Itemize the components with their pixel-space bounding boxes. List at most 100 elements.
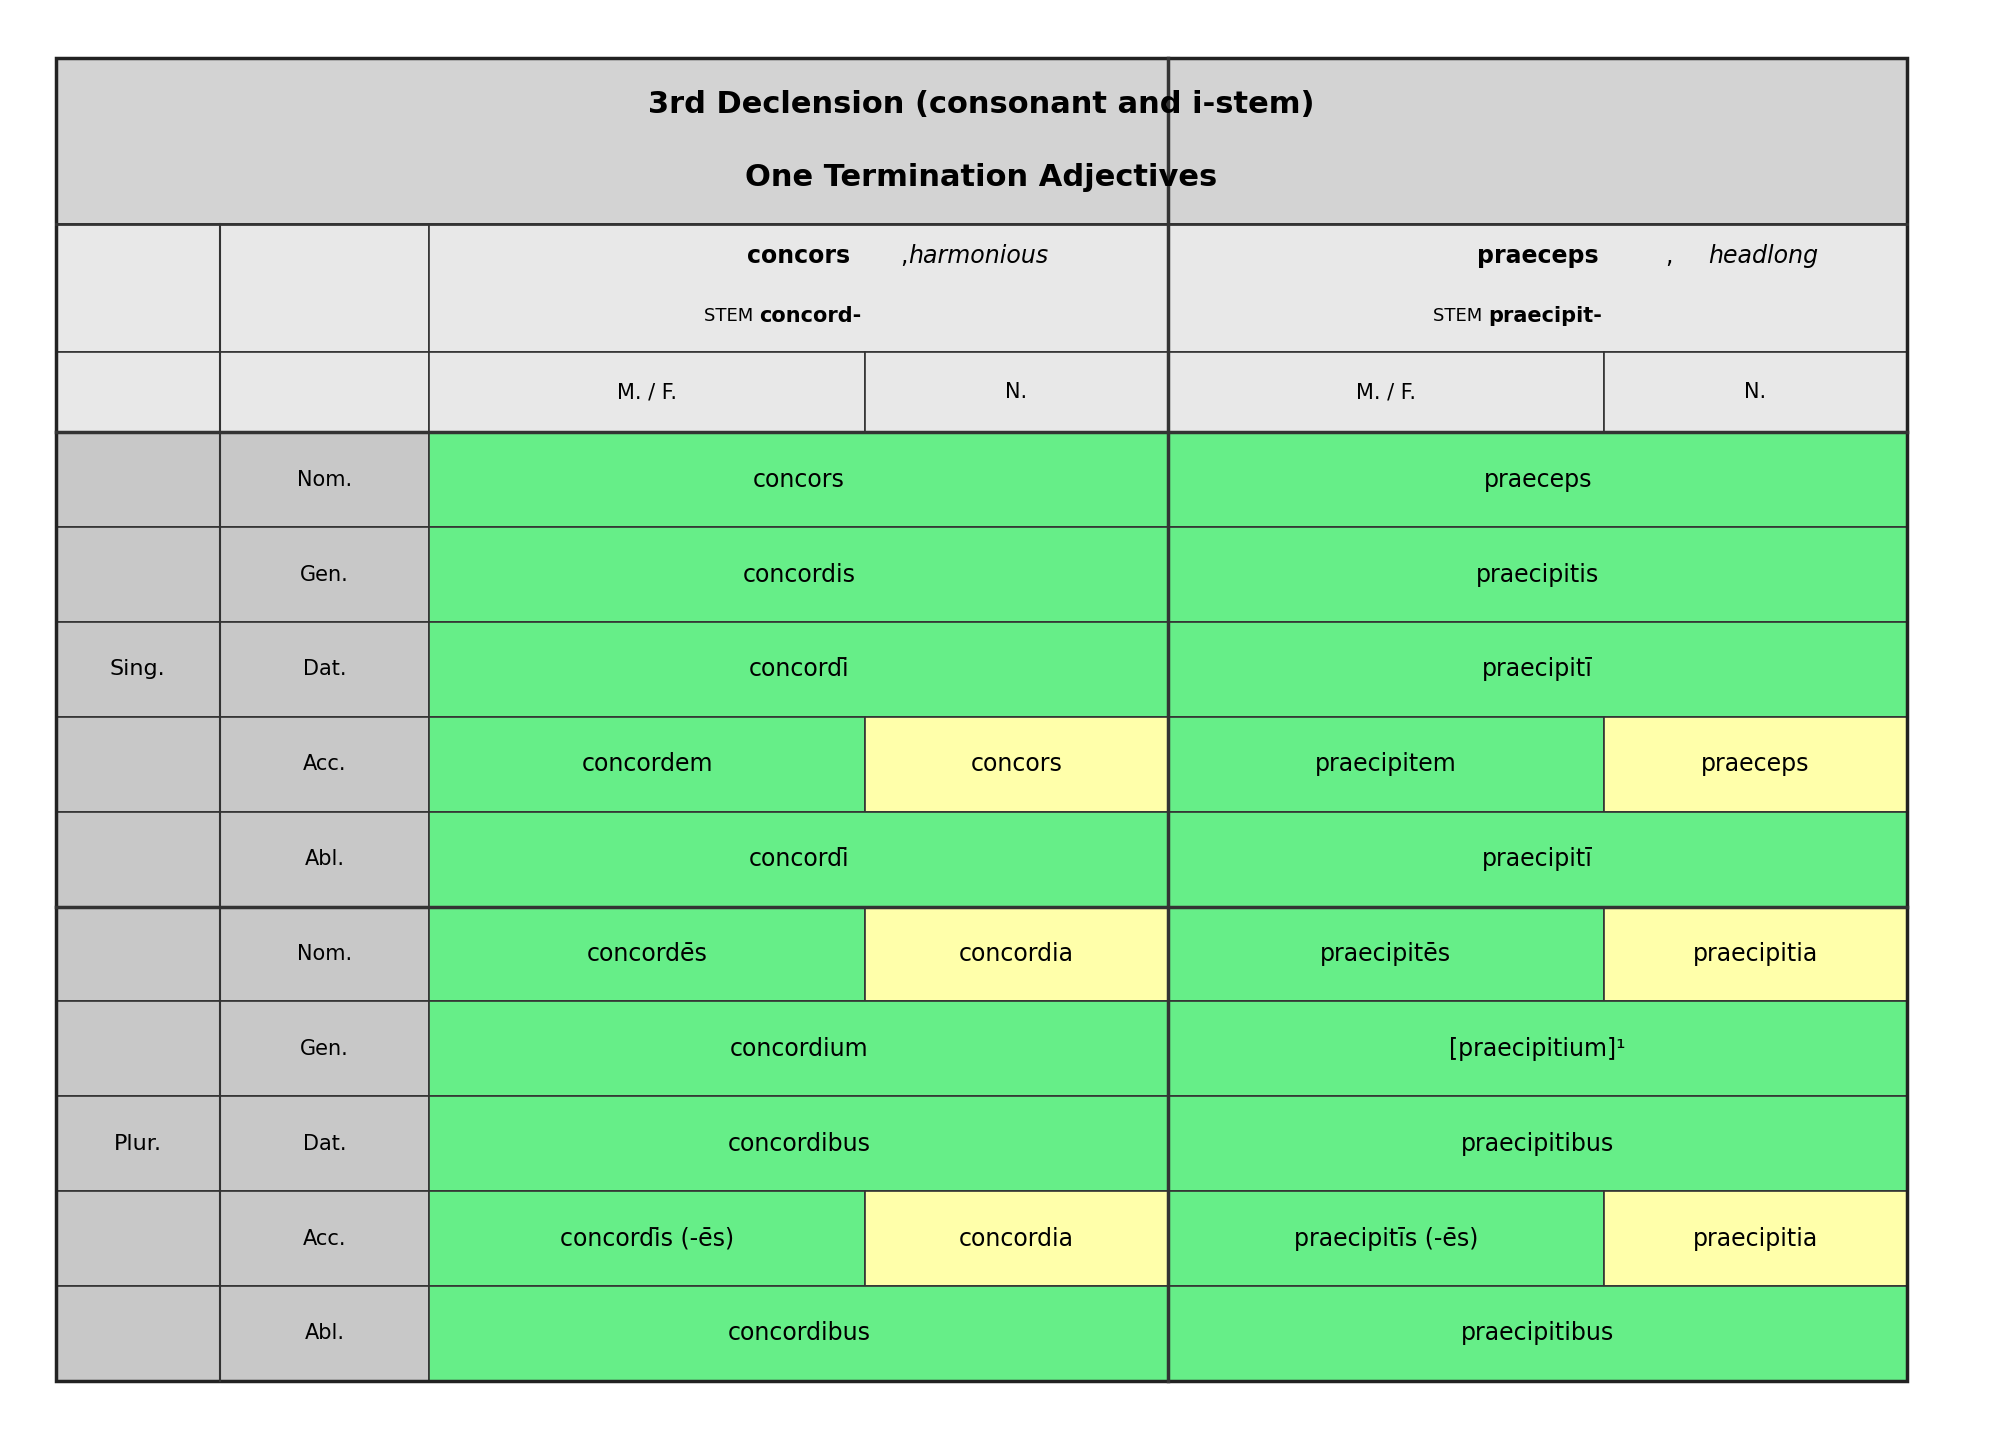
FancyBboxPatch shape — [220, 1002, 429, 1096]
Text: praecipitīs (-ēs): praecipitīs (-ēs) — [1294, 1226, 1478, 1251]
Text: concors: concors — [971, 753, 1062, 776]
Text: praecipitis: praecipitis — [1476, 562, 1600, 587]
FancyBboxPatch shape — [56, 527, 220, 622]
Text: Gen.: Gen. — [300, 565, 349, 585]
Text: praecipitēs: praecipitēs — [1320, 942, 1452, 966]
Text: N.: N. — [1004, 382, 1028, 402]
FancyBboxPatch shape — [220, 622, 429, 717]
Text: praecipitia: praecipitia — [1693, 942, 1817, 966]
Text: Abl.: Abl. — [304, 849, 345, 869]
FancyBboxPatch shape — [1168, 1096, 1907, 1191]
Text: 3rd Declension (consonant and i-stem): 3rd Declension (consonant and i-stem) — [649, 90, 1314, 119]
FancyBboxPatch shape — [56, 352, 429, 432]
Text: concors: concors — [747, 243, 851, 268]
FancyBboxPatch shape — [1168, 1191, 1604, 1286]
Text: M. / F.: M. / F. — [1356, 382, 1416, 402]
Text: concordēs: concordēs — [587, 942, 707, 966]
Text: concord-: concord- — [759, 306, 861, 326]
Text: praecipitī: praecipitī — [1482, 847, 1594, 871]
FancyBboxPatch shape — [429, 352, 865, 432]
Text: Sing.: Sing. — [110, 660, 166, 680]
FancyBboxPatch shape — [1168, 223, 1907, 352]
FancyBboxPatch shape — [429, 1002, 1168, 1096]
Text: praecipit-: praecipit- — [1488, 306, 1602, 326]
Text: concordī: concordī — [749, 847, 849, 871]
Text: concordibus: concordibus — [727, 1132, 871, 1156]
FancyBboxPatch shape — [220, 1191, 429, 1286]
Text: harmonious: harmonious — [909, 243, 1048, 268]
FancyBboxPatch shape — [1168, 352, 1604, 432]
Text: ,: , — [1665, 243, 1681, 268]
Text: Dat.: Dat. — [304, 1133, 345, 1153]
Text: concordia: concordia — [959, 1226, 1074, 1251]
FancyBboxPatch shape — [220, 527, 429, 622]
FancyBboxPatch shape — [56, 1286, 220, 1381]
FancyBboxPatch shape — [56, 432, 220, 527]
FancyBboxPatch shape — [865, 717, 1168, 811]
FancyBboxPatch shape — [429, 1191, 865, 1286]
Text: Nom.: Nom. — [298, 469, 351, 489]
FancyBboxPatch shape — [429, 811, 1168, 907]
FancyBboxPatch shape — [1168, 717, 1604, 811]
FancyBboxPatch shape — [1168, 1002, 1907, 1096]
FancyBboxPatch shape — [56, 717, 220, 811]
Text: [praecipitium]¹: [praecipitium]¹ — [1450, 1037, 1626, 1060]
Text: concordem: concordem — [581, 753, 713, 776]
FancyBboxPatch shape — [1168, 622, 1907, 717]
Text: N.: N. — [1743, 382, 1767, 402]
Text: M. / F.: M. / F. — [617, 382, 677, 402]
Text: headlong: headlong — [1707, 243, 1819, 268]
Text: praecipitibus: praecipitibus — [1462, 1132, 1614, 1156]
FancyBboxPatch shape — [1168, 907, 1604, 1002]
Text: praecipitem: praecipitem — [1316, 753, 1456, 776]
FancyBboxPatch shape — [56, 1002, 220, 1096]
FancyBboxPatch shape — [56, 811, 220, 907]
FancyBboxPatch shape — [220, 1096, 429, 1191]
FancyBboxPatch shape — [1168, 527, 1907, 622]
FancyBboxPatch shape — [429, 622, 1168, 717]
Text: concordis: concordis — [743, 562, 855, 587]
FancyBboxPatch shape — [1168, 432, 1907, 527]
FancyBboxPatch shape — [429, 223, 1168, 352]
Text: Plur.: Plur. — [114, 1133, 162, 1153]
Text: Abl.: Abl. — [304, 1324, 345, 1344]
FancyBboxPatch shape — [429, 527, 1168, 622]
Text: praeceps: praeceps — [1484, 468, 1592, 492]
Text: praeceps: praeceps — [1701, 753, 1809, 776]
FancyBboxPatch shape — [56, 1096, 220, 1191]
FancyBboxPatch shape — [220, 432, 429, 527]
FancyBboxPatch shape — [865, 352, 1168, 432]
Text: concordī: concordī — [749, 657, 849, 681]
Text: concors: concors — [753, 468, 845, 492]
Text: praecipitia: praecipitia — [1693, 1226, 1817, 1251]
FancyBboxPatch shape — [1168, 1286, 1907, 1381]
Text: praecipitibus: praecipitibus — [1462, 1321, 1614, 1345]
FancyBboxPatch shape — [429, 717, 865, 811]
Text: Acc.: Acc. — [304, 1229, 345, 1249]
FancyBboxPatch shape — [865, 907, 1168, 1002]
FancyBboxPatch shape — [56, 223, 429, 352]
FancyBboxPatch shape — [429, 432, 1168, 527]
FancyBboxPatch shape — [220, 1286, 429, 1381]
Text: concordia: concordia — [959, 942, 1074, 966]
Text: ,: , — [901, 243, 917, 268]
Text: praecipitī: praecipitī — [1482, 657, 1594, 681]
FancyBboxPatch shape — [220, 907, 429, 1002]
FancyBboxPatch shape — [56, 57, 1907, 223]
Text: Nom.: Nom. — [298, 944, 351, 964]
Text: Gen.: Gen. — [300, 1039, 349, 1059]
Text: praeceps: praeceps — [1478, 243, 1598, 268]
Text: Acc.: Acc. — [304, 754, 345, 774]
Text: STEM: STEM — [1432, 306, 1488, 325]
FancyBboxPatch shape — [1604, 352, 1907, 432]
FancyBboxPatch shape — [429, 907, 865, 1002]
Text: concordium: concordium — [729, 1037, 869, 1060]
FancyBboxPatch shape — [56, 622, 220, 717]
FancyBboxPatch shape — [1604, 1191, 1907, 1286]
FancyBboxPatch shape — [429, 1096, 1168, 1191]
FancyBboxPatch shape — [56, 1191, 220, 1286]
FancyBboxPatch shape — [1168, 811, 1907, 907]
FancyBboxPatch shape — [220, 717, 429, 811]
Text: Dat.: Dat. — [304, 660, 345, 680]
Text: STEM: STEM — [703, 306, 759, 325]
